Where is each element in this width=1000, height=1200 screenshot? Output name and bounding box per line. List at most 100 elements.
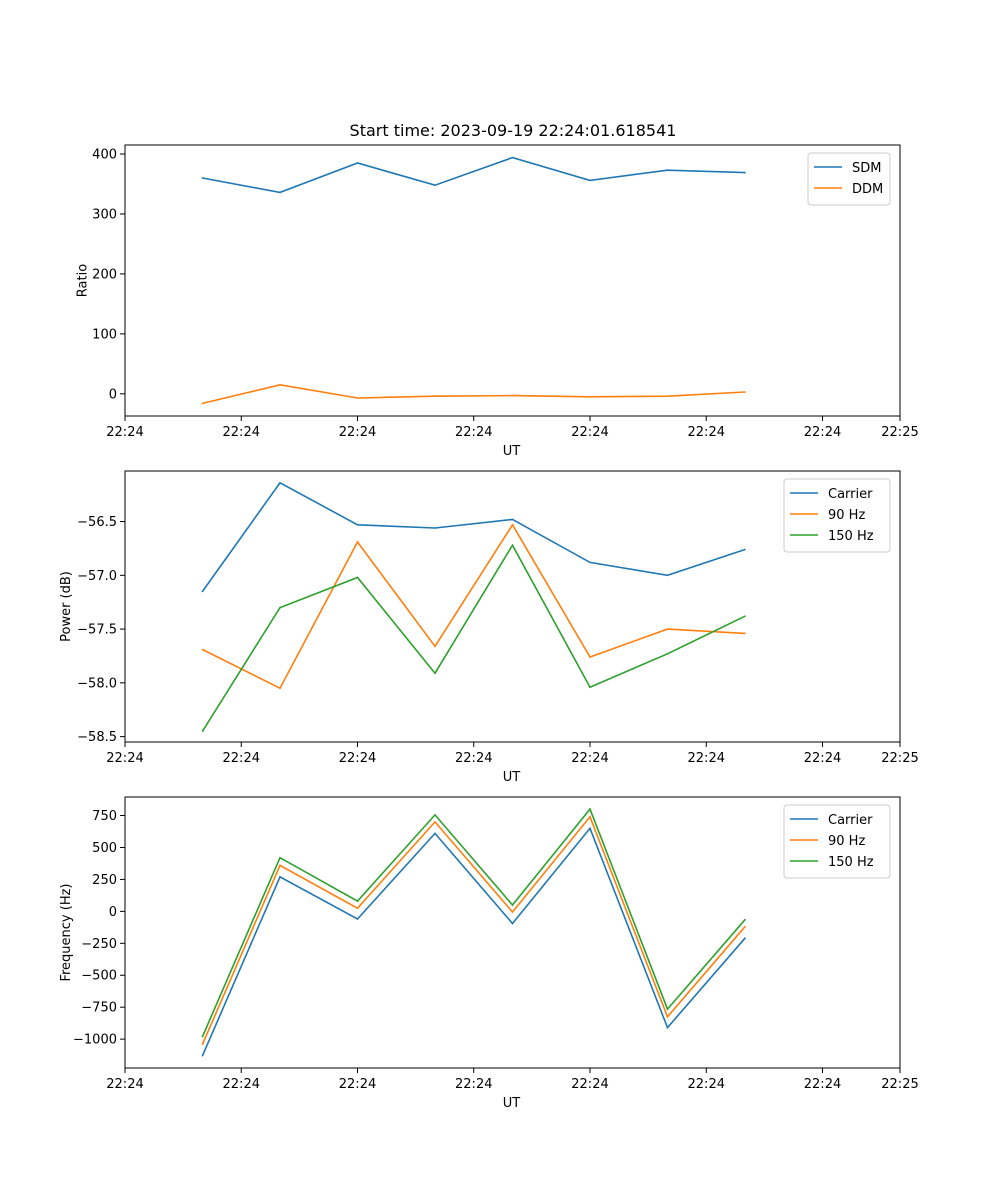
legend-label-90-hz: 90 Hz — [828, 834, 865, 849]
data-point-90-hz — [589, 656, 591, 658]
series-line-carrier — [201, 826, 746, 1057]
data-point-150-hz — [434, 672, 436, 674]
data-point-sdm — [744, 171, 746, 174]
data-point-carrier — [511, 922, 514, 925]
data-point-90-hz — [744, 925, 746, 928]
data-point-90-hz — [666, 1015, 669, 1018]
data-point-150-hz — [279, 606, 281, 609]
x-tick-label: 22:24 — [804, 425, 841, 440]
y-tick-label: 100 — [92, 327, 117, 342]
data-point-carrier — [744, 548, 746, 551]
y-tick-label: 200 — [92, 267, 117, 282]
data-point-carrier — [511, 518, 514, 521]
y-tick-label: −58.0 — [77, 676, 117, 691]
legend-label-sdm: SDM — [852, 161, 881, 176]
x-tick-label: 22:24 — [223, 1077, 260, 1092]
y-axis-label: Ratio — [75, 264, 90, 297]
y-tick-label: −1000 — [73, 1033, 117, 1048]
y-tick-label: 250 — [92, 873, 117, 888]
data-point-150-hz — [666, 1008, 669, 1010]
data-point-ddm — [279, 384, 281, 386]
x-tick-label: 22:24 — [339, 425, 376, 440]
x-tick-label: 22:24 — [688, 425, 725, 440]
x-tick-label: 22:24 — [571, 1077, 608, 1092]
legend-label-carrier: Carrier — [828, 813, 873, 828]
x-tick-label: 22:24 — [455, 1077, 492, 1092]
data-point-90-hz — [279, 864, 281, 867]
legend-label-150-hz: 150 Hz — [828, 529, 874, 544]
series-line-sdm — [202, 156, 746, 194]
x-tick-label: 22:24 — [455, 751, 492, 766]
x-tick-label: 22:24 — [106, 751, 143, 766]
data-point-90-hz — [511, 911, 514, 913]
chart-2: 22:24 22:24 22:24 22:24 22:24 22:24 22:24 22:25… — [59, 470, 919, 785]
data-point-carrier — [201, 1054, 204, 1057]
data-point-sdm — [666, 169, 669, 171]
data-point-150-hz — [511, 544, 514, 547]
data-point-90-hz — [279, 687, 281, 690]
data-point-150-hz — [434, 814, 436, 816]
data-point-150-hz — [279, 856, 281, 859]
x-tick-label: 22:24 — [804, 751, 841, 766]
series-line-carrier — [201, 481, 746, 592]
data-point-90-hz — [356, 541, 359, 543]
data-point-sdm — [511, 156, 514, 159]
data-point-150-hz — [201, 1035, 204, 1038]
plot-frame — [124, 470, 901, 743]
data-point-carrier — [744, 937, 746, 939]
x-tick-label: 22:24 — [223, 751, 260, 766]
y-tick-label: −500 — [81, 969, 117, 984]
data-point-90-hz — [511, 523, 514, 526]
plots-container: 22:24 22:24 22:24 22:24 22:24 22:24 22:24 22:25… — [59, 144, 919, 1111]
y-tick-label: −58.5 — [77, 730, 117, 745]
data-point-ddm — [356, 397, 359, 399]
data-point-90-hz — [434, 821, 436, 823]
data-point-carrier — [434, 527, 436, 529]
x-tick-label: 22:24 — [571, 425, 608, 440]
y-tick-label: 0 — [109, 905, 117, 920]
data-point-sdm — [356, 162, 359, 164]
y-tick-label: −57.5 — [77, 623, 117, 638]
data-point-sdm — [279, 191, 281, 194]
data-point-carrier — [434, 832, 436, 835]
data-point-carrier — [356, 523, 359, 526]
data-point-90-hz — [744, 632, 746, 635]
x-axis-label: UT — [503, 770, 521, 785]
chart-3: 22:24 22:24 22:24 22:24 22:24 22:24 22:24 22:25… — [59, 796, 919, 1111]
y-tick-label: 300 — [92, 207, 117, 222]
data-point-90-hz — [201, 648, 204, 651]
y-tick-label: −750 — [81, 1001, 117, 1016]
data-point-carrier — [589, 827, 591, 830]
series-line-150-hz — [201, 543, 746, 732]
legend: Carrier 90 Hz 150 Hz — [783, 478, 891, 553]
x-tick-label: 22:24 — [339, 1077, 376, 1092]
x-tick-label: 22:24 — [339, 751, 376, 766]
y-axis-label: Frequency (Hz) — [59, 883, 74, 981]
x-tick-label: 22:24 — [804, 1077, 841, 1092]
x-tick-label: 22:24 — [223, 425, 260, 440]
data-point-150-hz — [589, 808, 591, 810]
plot-frame — [124, 144, 901, 417]
data-point-90-hz — [201, 1043, 204, 1046]
legend: SDM DDM — [807, 152, 891, 206]
x-tick-label: 22:24 — [455, 425, 492, 440]
legend-box — [807, 152, 891, 206]
data-point-150-hz — [589, 686, 591, 688]
data-point-sdm — [589, 179, 591, 182]
data-point-150-hz — [356, 900, 359, 902]
x-tick-label: 22:24 — [106, 1077, 143, 1092]
x-tick-label: 22:24 — [688, 1077, 725, 1092]
legend: Carrier 90 Hz 150 Hz — [783, 804, 891, 879]
legend-label-150-hz: 150 Hz — [828, 855, 874, 870]
y-tick-label: 400 — [92, 147, 117, 162]
data-point-150-hz — [744, 615, 746, 617]
data-point-sdm — [201, 177, 204, 179]
y-tick-label: 500 — [92, 841, 117, 856]
data-point-150-hz — [666, 653, 669, 655]
data-point-carrier — [279, 876, 281, 878]
legend-label-90-hz: 90 Hz — [828, 508, 865, 523]
legend-box — [783, 478, 891, 553]
data-point-carrier — [666, 1026, 669, 1029]
legend-box — [783, 804, 891, 879]
